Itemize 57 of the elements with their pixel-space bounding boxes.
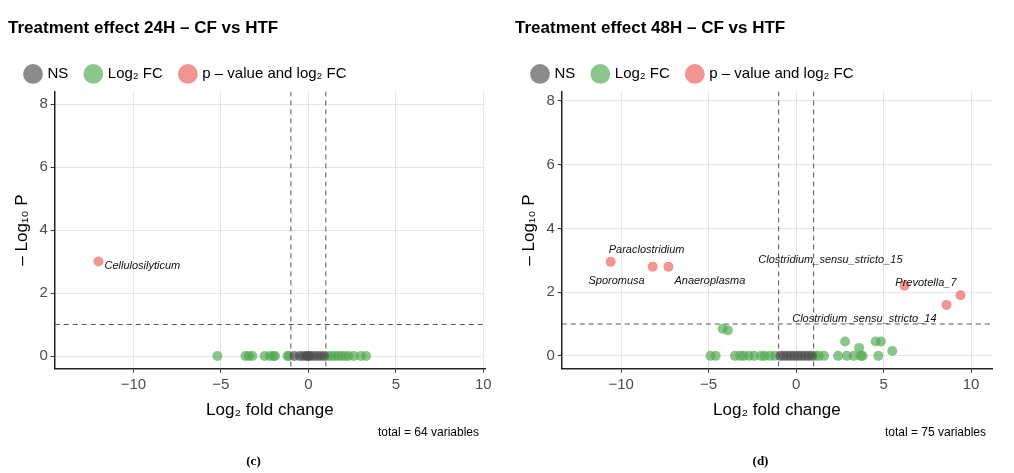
x-axis-title: Log₂ fold change [206,400,334,420]
point [941,299,952,310]
chart-title: Treatment effect 48H – CF vs HTF [515,17,786,37]
legend-label: p – value and log₂ FC [709,64,854,82]
x-tick-label: −10 [608,374,634,392]
x-tick-label: −5 [212,374,230,392]
text: (d) [751,453,770,469]
x-tick-label: 10 [962,374,980,392]
annotation: Paraclostridium [608,242,685,255]
annotation: Clostridium_sensu_stricto_15 [758,252,904,265]
legend-label: Log₂ FC [107,64,164,82]
y-tick-label: 8 [39,94,48,112]
y-tick-label: 2 [39,283,48,301]
y-tick-label: 0 [546,346,555,363]
y-tick-label: 2 [546,282,555,300]
y-axis-title: – Log₁₀ P [518,194,538,266]
x-tick-label: 5 [391,374,400,392]
point [819,350,830,361]
x-axis-title: Log₂ fold change [713,400,841,420]
annotation: Prevotella_7 [895,276,958,289]
y-tick-label: 4 [39,220,48,238]
y-tick-label: 6 [546,154,555,172]
point [663,261,674,272]
chart-title: Treatment effect 24H – CF vs HTF [8,17,279,37]
point [955,290,966,301]
point [833,350,844,361]
point [840,336,851,347]
x-tick-label: −5 [700,374,718,392]
text: total = 64 variables [377,425,479,439]
legend-label: Log₂ FC [614,64,671,82]
point [722,325,733,336]
x-tick-label: −10 [120,374,147,392]
annotation: Anaeroplasma [673,273,746,286]
y-tick-label: 0 [39,346,48,364]
point [647,261,658,272]
y-axis-title: – Log₁₀ P [11,194,31,266]
x-tick-label: 10 [474,374,492,392]
annotation: Sporomusa [588,273,645,286]
point [875,336,886,347]
legend-label: p – value and log₂ FC [202,64,347,82]
point [710,350,721,361]
y-tick-label: 8 [546,91,555,109]
y-tick-label: 6 [39,157,48,175]
point [873,350,884,361]
legend-label: NS [47,64,69,82]
x-tick-label: 0 [791,374,801,392]
text: (c) [245,453,262,469]
x-tick-label: 0 [304,374,313,392]
y-tick-label: 4 [546,218,555,236]
annotation: Cellulosilyticum [104,258,181,271]
text: total = 75 variables [884,425,986,439]
point [887,346,898,357]
point [605,256,616,267]
point [854,342,865,353]
x-tick-label: 5 [879,374,888,392]
legend-label: NS [554,64,576,82]
annotation: Clostridium_sensu_stricto_14 [792,311,937,324]
